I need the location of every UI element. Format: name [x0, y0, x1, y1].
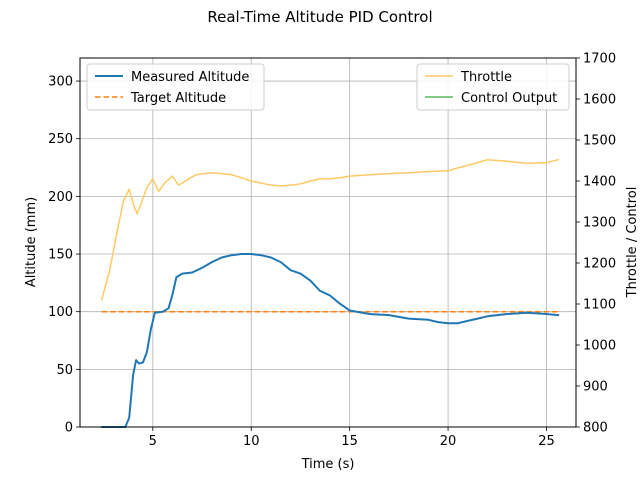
legend-right: Throttle Control Output [416, 63, 570, 111]
y-tick-label-right: 900 [583, 380, 608, 395]
y-tick-label-right: 1000 [583, 339, 616, 354]
y-tick-label-left: 150 [48, 248, 73, 263]
x-tick-label: 10 [243, 434, 260, 449]
series-throttle [100, 158, 560, 301]
y-tick-label-left: 200 [48, 190, 73, 205]
legend-label-throttle: Throttle [460, 70, 512, 85]
legend-left: Measured Altitude Target Altitude [86, 63, 265, 111]
y-tick-label-left: 250 [48, 132, 73, 147]
legend-label-target: Target Altitude [130, 91, 226, 106]
x-tick-label: 20 [440, 434, 457, 449]
series-measured-altitude [100, 253, 560, 428]
plot-area [80, 58, 576, 427]
legend-right-box [416, 63, 570, 111]
y-tick-label-right: 1300 [583, 216, 616, 231]
y-tick-label-right: 1700 [583, 52, 616, 67]
y-axis-right: 800 900 1000 1100 1200 1300 1400 1500 1600 1700 [576, 52, 616, 436]
plot-frame [79, 57, 577, 428]
y-axis-label-right: Throttle / Control [625, 187, 640, 299]
x-tick-label: 15 [341, 434, 358, 449]
x-tick-label: 25 [538, 434, 555, 449]
y-tick-label-left: 50 [56, 363, 73, 378]
y-tick-label-right: 1600 [583, 93, 616, 108]
y-tick-label-right: 1400 [583, 175, 616, 190]
y-tick-label-right: 1200 [583, 257, 616, 272]
y-tick-label-right: 1500 [583, 134, 616, 149]
legend-left-box [86, 63, 265, 111]
legend-label-measured: Measured Altitude [131, 70, 249, 85]
y-tick-label-left: 300 [48, 75, 73, 90]
y-tick-label-left: 100 [48, 305, 73, 320]
y-tick-label-left: 0 [65, 421, 73, 436]
y-axis-label-left: Altitude (mm) [24, 197, 39, 287]
y-tick-label-right: 1100 [583, 298, 616, 313]
x-axis: 5 10 15 20 25 [149, 427, 555, 449]
y-tick-label-right: 800 [583, 421, 608, 436]
x-tick-label: 5 [149, 434, 157, 449]
y-axis-left: 0 50 100 150 200 250 300 [48, 75, 80, 436]
x-axis-label: Time (s) [301, 457, 355, 472]
legend-label-control: Control Output [461, 91, 557, 106]
series-layer [100, 158, 560, 428]
chart-title: Real-Time Altitude PID Control [207, 8, 432, 26]
